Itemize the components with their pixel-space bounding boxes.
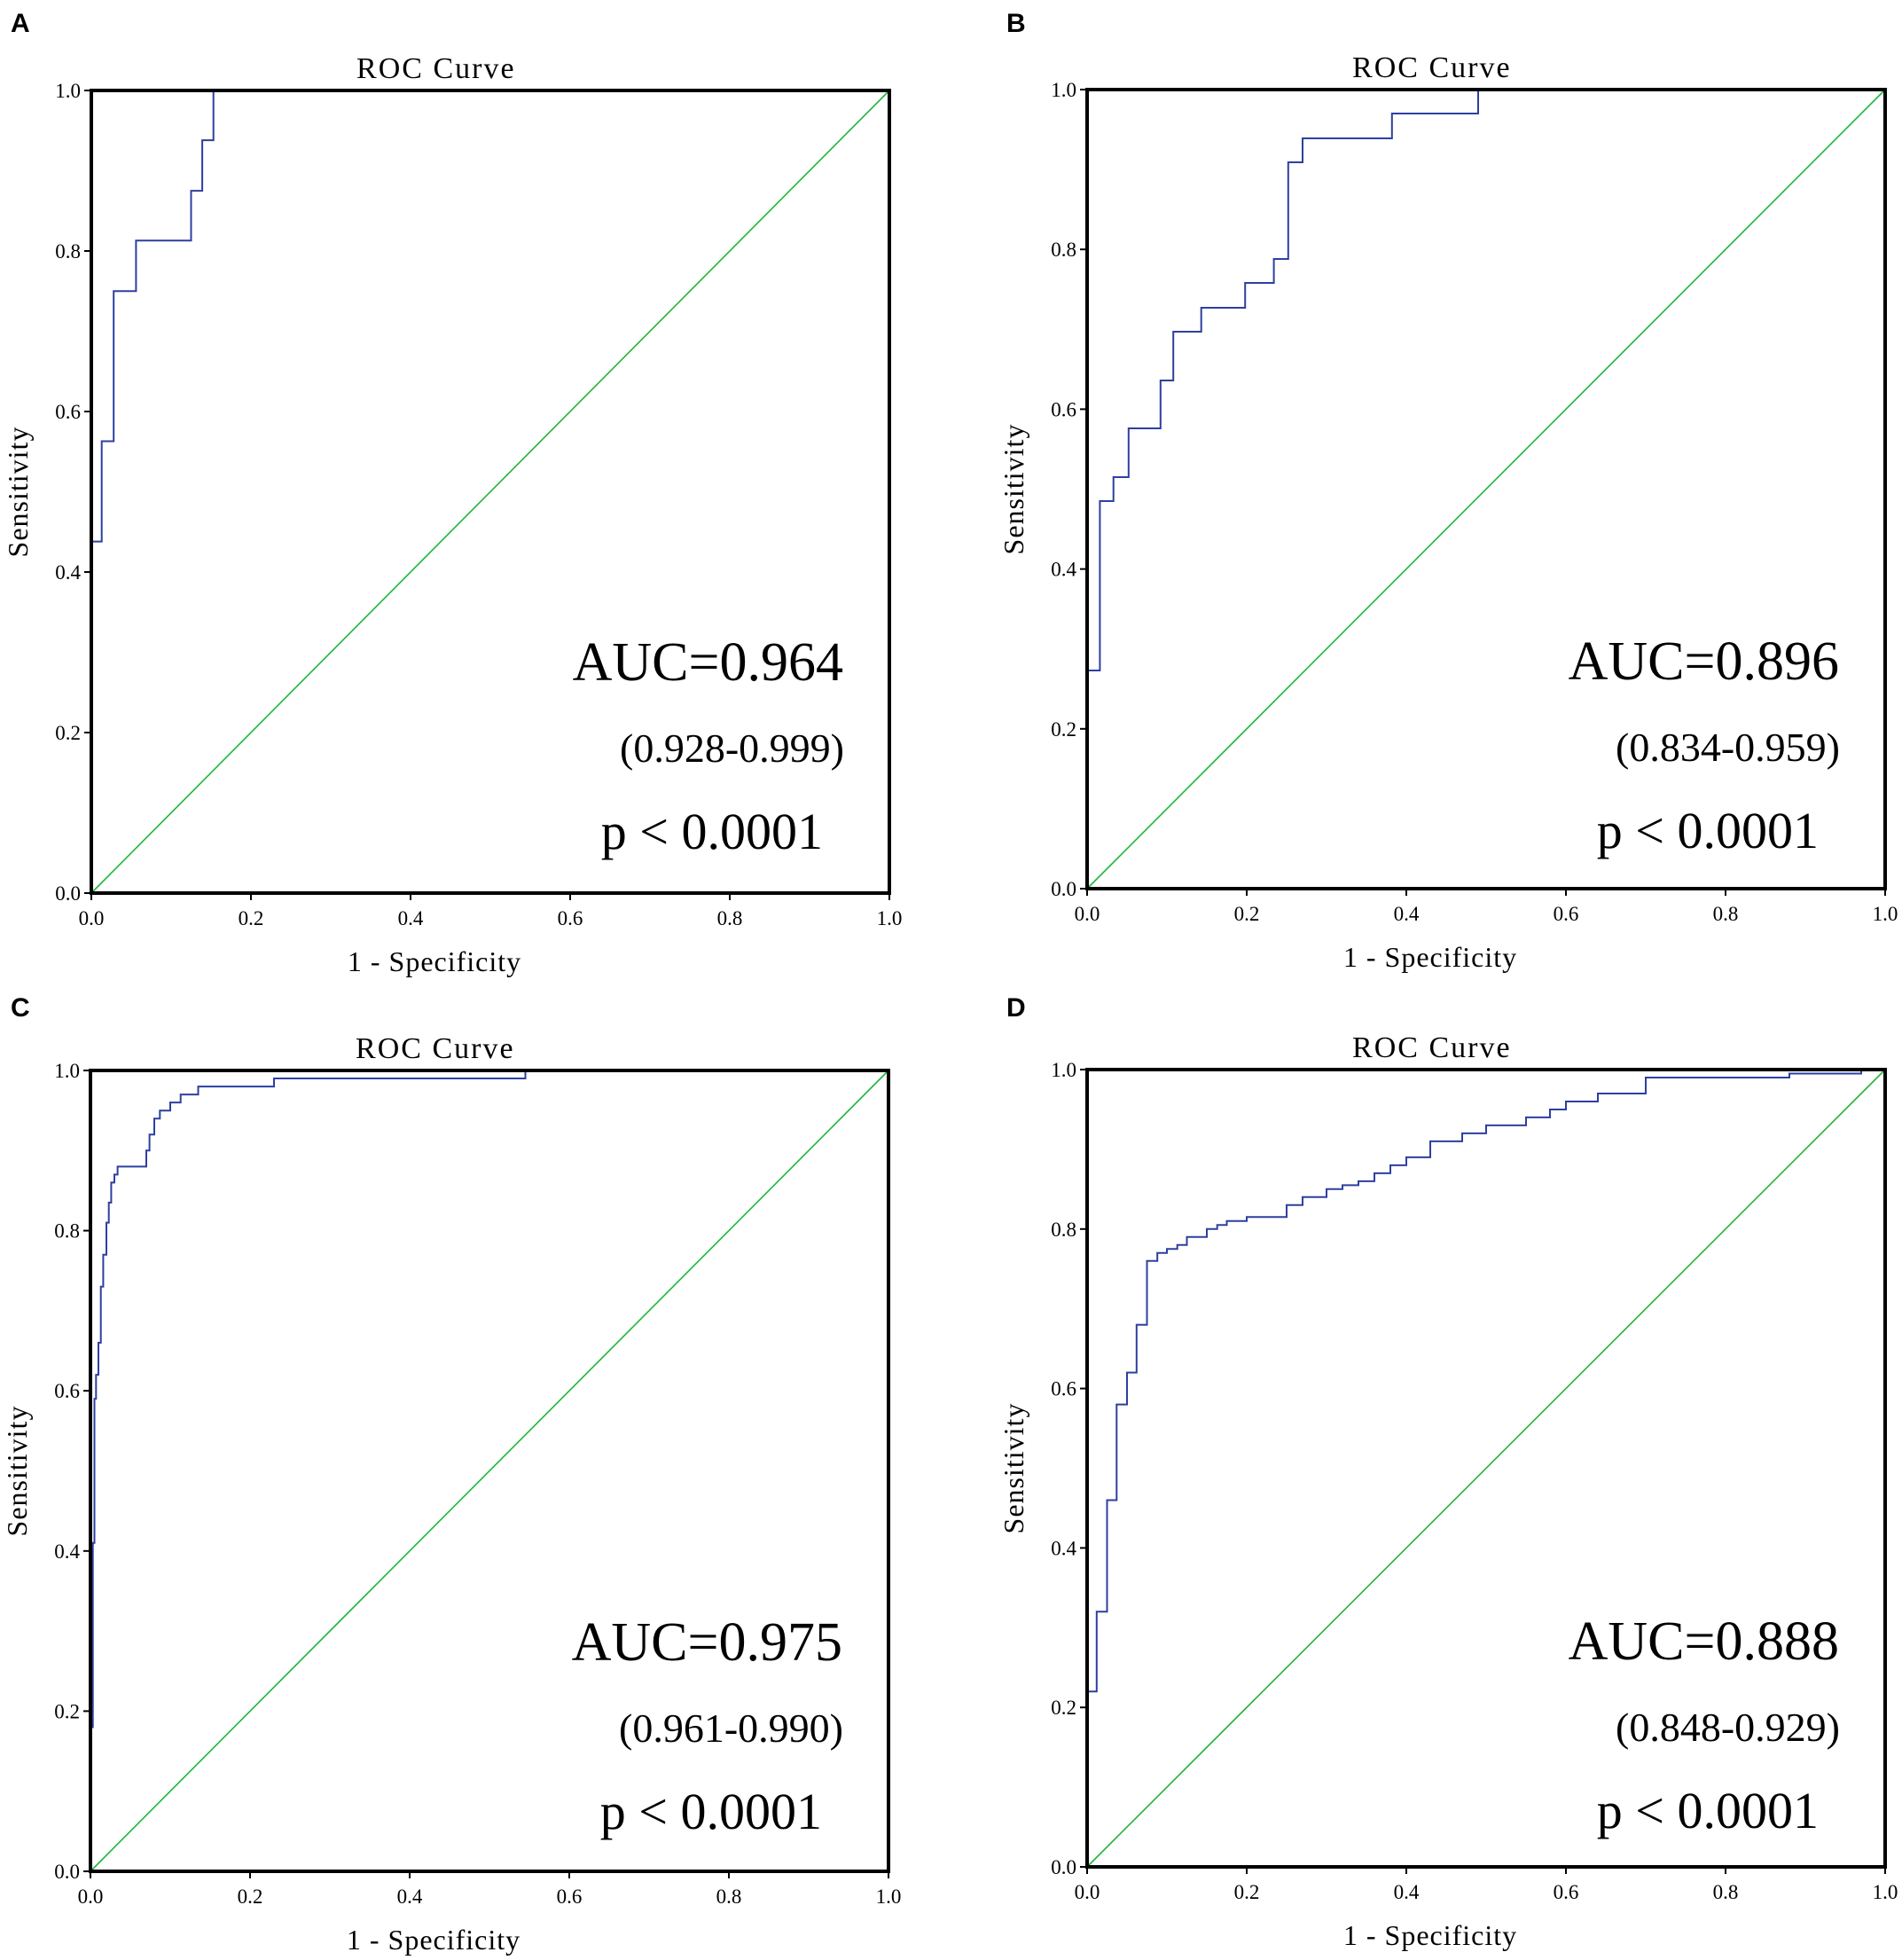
- panel-d: D ROC Curve 0.0 0.2 0.4 0.6 0.8 1.0 0.0 0.2 0.4 0.6…: [998, 993, 1898, 1951]
- panel-c-y-axis-label: Sensitivity: [1, 1406, 33, 1537]
- panel-c-x-tick-label: 0.8: [716, 1886, 742, 1908]
- panel-a-auc-text: AUC=0.964: [573, 632, 843, 693]
- panel-a-p-value-text: p < 0.0001: [601, 803, 823, 860]
- panel-d-x-tick-label: 0.8: [1713, 1881, 1739, 1903]
- panel-c-y-tick-label: 0.8: [54, 1220, 80, 1243]
- panel-d-ci-text: (0.848-0.929): [1616, 1705, 1840, 1750]
- panel-d-plot-frame: [1085, 1068, 1887, 1869]
- panel-a-x-tick-label: 1.0: [877, 907, 903, 929]
- panel-a-x-axis-label: 1 - Specificity: [348, 945, 521, 977]
- panel-c-x-tick-label: 1.0: [876, 1886, 902, 1908]
- panel-c-x-tick-label: 0.0: [78, 1886, 104, 1908]
- panel-a-ci-text: (0.928-0.999): [620, 725, 844, 771]
- panel-d-roc-curve: [1086, 1070, 1862, 1867]
- panel-a: A ROC Curve 0.0 0.2 0.4 0.6 0.8 1.0 0.0 0.2 0.4 0.6…: [2, 9, 902, 977]
- panel-a-x-tick-label: 0.2: [239, 907, 264, 929]
- panel-b-y-tick-label: 1.0: [1051, 79, 1076, 101]
- panel-d-y-axis-label: Sensitivity: [998, 1403, 1029, 1534]
- panel-b-x-tick-label: 1.0: [1873, 903, 1898, 925]
- panel-a-title: ROC Curve: [356, 52, 516, 85]
- panel-d-y-tick-label: 0.4: [1051, 1537, 1076, 1559]
- panel-a-y-tick-label: 0.2: [55, 722, 81, 744]
- panel-d-y-tick-label: 0.0: [1051, 1856, 1076, 1878]
- panel-b-x-tick-label: 0.4: [1394, 903, 1420, 925]
- panel-a-y-tick-label: 0.6: [55, 401, 81, 423]
- panel-c-x-tick-label: 0.2: [238, 1886, 263, 1908]
- panel-a-y-tick-label: 0.4: [55, 561, 81, 584]
- panel-b-x-axis-label: 1 - Specificity: [1343, 941, 1517, 973]
- panel-b-y-tick-label: 0.2: [1051, 718, 1076, 741]
- panel-b-y-tick-label: 0.6: [1051, 398, 1076, 420]
- panel-d-p-value-text: p < 0.0001: [1597, 1782, 1819, 1839]
- panel-b-title: ROC Curve: [1352, 51, 1512, 84]
- panel-b-letter: B: [1006, 9, 1026, 38]
- panel-b-p-value-text: p < 0.0001: [1597, 802, 1819, 859]
- panel-d-x-tick-label: 0.6: [1554, 1881, 1579, 1903]
- panel-d-x-tick-label: 0.0: [1075, 1881, 1100, 1903]
- panel-d-y-tick-label: 1.0: [1051, 1059, 1076, 1081]
- panel-a-x-tick-label: 0.8: [717, 907, 743, 929]
- panel-d-x-tick-label: 1.0: [1873, 1881, 1898, 1903]
- panel-b-plot-frame: [1085, 88, 1887, 890]
- panel-d-title: ROC Curve: [1352, 1031, 1512, 1064]
- panel-a-plot-frame: [90, 89, 891, 895]
- panel-b: B ROC Curve 0.0 0.2 0.4 0.6 0.8 1.0 0.0 0.2 0.4 0.6…: [998, 9, 1898, 973]
- panel-c-letter: C: [11, 993, 30, 1023]
- panel-b-x-tick-label: 0.2: [1234, 903, 1260, 925]
- panel-c-x-tick-label: 0.4: [397, 1886, 423, 1908]
- panel-d-x-axis-label: 1 - Specificity: [1343, 1919, 1517, 1951]
- panel-b-y-tick-label: 0.4: [1051, 559, 1076, 581]
- panel-c-reference-line: [90, 1070, 889, 1872]
- panel-b-roc-curve: [1086, 90, 1479, 889]
- panel-b-auc-text: AUC=0.896: [1569, 631, 1839, 692]
- panel-c-y-tick-label: 1.0: [54, 1060, 80, 1082]
- panel-c-y-tick-label: 0.0: [54, 1861, 80, 1883]
- panel-a-roc-curve: [90, 90, 215, 893]
- panel-d-letter: D: [1006, 993, 1026, 1023]
- panel-a-y-axis-label: Sensitivity: [2, 427, 34, 558]
- panel-d-y-tick-label: 0.8: [1051, 1219, 1076, 1241]
- panel-c-y-tick-label: 0.6: [54, 1380, 80, 1402]
- panel-c-y-tick-label: 0.4: [54, 1541, 80, 1563]
- panel-d-y-tick-label: 0.2: [1051, 1697, 1076, 1719]
- panel-b-x-tick-label: 0.0: [1075, 903, 1100, 925]
- panel-b-y-axis-label: Sensitivity: [998, 424, 1029, 555]
- panel-a-letter: A: [11, 9, 30, 38]
- panel-b-x-tick-label: 0.8: [1713, 903, 1739, 925]
- panel-d-y-tick-label: 0.6: [1051, 1378, 1076, 1400]
- panel-b-y-tick-label: 0.8: [1051, 239, 1076, 261]
- panel-c-roc-curve: [90, 1070, 527, 1871]
- panel-d-x-tick-label: 0.4: [1394, 1881, 1420, 1903]
- panel-c-y-tick-label: 0.2: [54, 1700, 80, 1722]
- panel-a-x-tick-label: 0.4: [398, 907, 424, 929]
- panel-a-y-tick-label: 1.0: [55, 80, 81, 102]
- panel-d-x-tick-label: 0.2: [1234, 1881, 1260, 1903]
- panel-a-y-tick-label: 0.0: [55, 882, 81, 905]
- panel-b-reference-line: [1086, 89, 1886, 890]
- panel-a-x-tick-label: 0.0: [79, 907, 105, 929]
- panel-c-x-axis-label: 1 - Specificity: [347, 1924, 521, 1956]
- panel-c-p-value-text: p < 0.0001: [600, 1783, 822, 1840]
- panel-c-ci-text: (0.961-0.990): [619, 1705, 843, 1751]
- panel-a-y-tick-label: 0.8: [55, 240, 81, 263]
- panel-b-ci-text: (0.834-0.959): [1616, 725, 1840, 770]
- panel-c-x-tick-label: 0.6: [557, 1886, 583, 1908]
- panel-c-plot-frame: [89, 1069, 890, 1873]
- panel-d-auc-text: AUC=0.888: [1569, 1611, 1839, 1672]
- panel-c-auc-text: AUC=0.975: [572, 1612, 842, 1673]
- panel-d-reference-line: [1086, 1069, 1886, 1868]
- panel-a-x-tick-label: 0.6: [558, 907, 583, 929]
- panel-b-x-tick-label: 0.6: [1554, 903, 1579, 925]
- panel-c: C ROC Curve 0.0 0.2 0.4 0.6 0.8 1.0 0.0 0.2 0.4 0.6…: [1, 993, 901, 1956]
- panel-b-y-tick-label: 0.0: [1051, 878, 1076, 900]
- panel-c-title: ROC Curve: [356, 1032, 515, 1065]
- panel-a-reference-line: [90, 90, 890, 894]
